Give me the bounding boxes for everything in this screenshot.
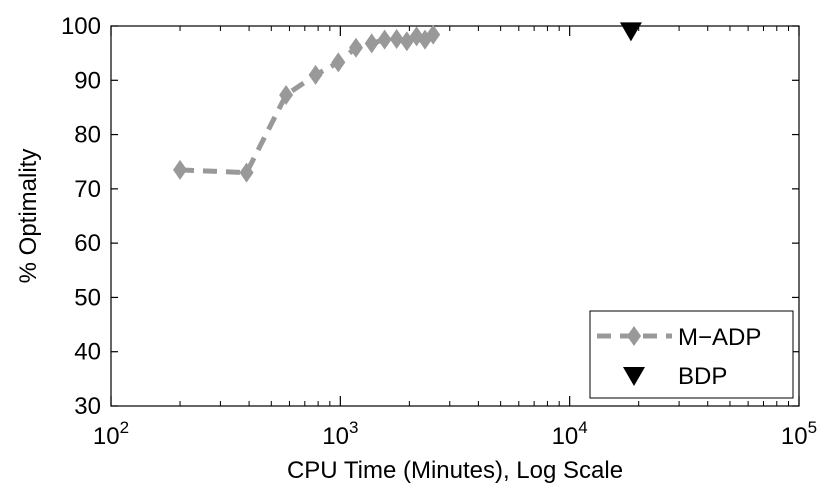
madp-point (239, 162, 254, 183)
y-tick-label: 100 (61, 13, 101, 40)
madp-point (377, 29, 392, 50)
x-axis-ticks: 102 103 104 105 (93, 26, 817, 450)
y-tick-label: 60 (74, 230, 101, 257)
legend-bdp-label: BDP (678, 363, 727, 390)
legend-madp-label: M−ADP (678, 324, 761, 351)
madp-point (279, 84, 294, 105)
legend: M−ADP BDP (589, 310, 794, 399)
y-tick-label: 30 (74, 393, 101, 420)
madp-point (348, 37, 363, 58)
y-tick-label: 70 (74, 176, 101, 203)
x-tick-label: 104 (552, 418, 588, 450)
series-layer (173, 22, 642, 183)
bdp-point (619, 22, 642, 42)
legend-madp-marker (627, 326, 641, 346)
madp-point (364, 33, 379, 54)
madp-point (331, 52, 346, 73)
y-tick-label: 80 (74, 122, 101, 149)
madp-point (426, 24, 441, 45)
y-axis-title: % Optimality (15, 149, 42, 284)
madp-point (389, 29, 404, 50)
x-axis-title: CPU Time (Minutes), Log Scale (287, 457, 623, 484)
y-axis-ticks: 30 40 50 60 70 80 90 100 (61, 13, 799, 420)
y-tick-label: 90 (74, 67, 101, 94)
y-tick-label: 40 (74, 339, 101, 366)
x-tick-label: 102 (93, 418, 129, 450)
x-tick-label: 103 (322, 418, 358, 450)
legend-bdp-marker (623, 367, 645, 386)
legend-box (589, 310, 794, 399)
x-tick-label: 105 (781, 418, 817, 450)
madp-point (308, 64, 323, 85)
madp-point (173, 159, 188, 180)
y-tick-label: 50 (74, 284, 101, 311)
